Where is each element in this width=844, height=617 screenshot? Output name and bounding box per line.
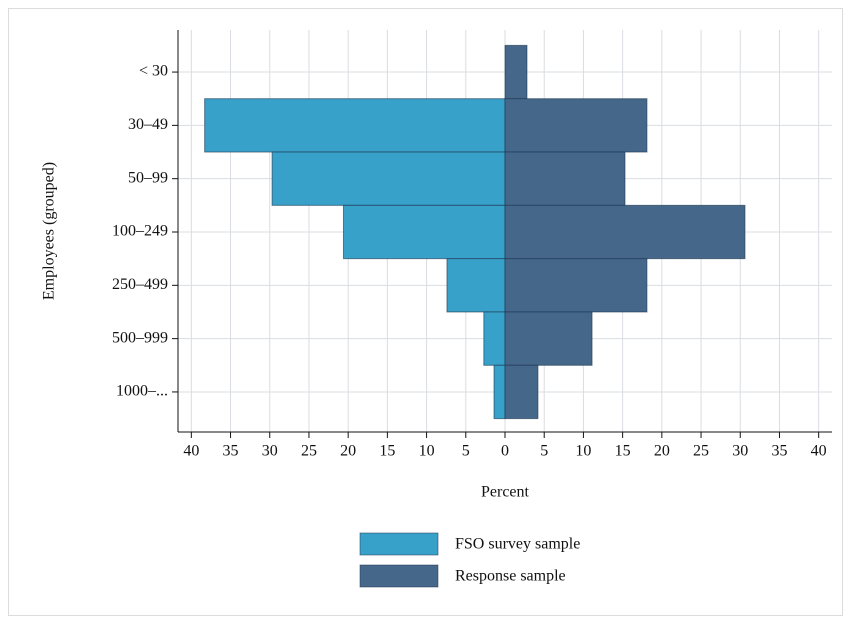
x-tick-label: 10: [575, 443, 591, 460]
bar: [504, 311, 593, 366]
y-axis-label: Employees (grouped): [41, 162, 58, 300]
y-tick-label: < 30: [139, 63, 168, 80]
bar: [504, 204, 746, 260]
y-tick-label: 250–499: [112, 276, 168, 293]
x-tick-label: 20: [654, 443, 670, 460]
bar: [504, 44, 528, 100]
y-tick-label: 100–249: [112, 223, 168, 240]
y-tick-label: 30–49: [128, 116, 168, 133]
x-tick-label: 30: [732, 443, 748, 460]
x-tick-label: 35: [771, 443, 787, 460]
bar: [504, 258, 648, 313]
bar: [504, 364, 539, 420]
x-tick-label: 10: [419, 443, 435, 460]
x-axis-label: Percent: [481, 484, 530, 501]
legend-swatch: [359, 532, 439, 556]
x-tick-label: 20: [340, 443, 356, 460]
bar: [504, 98, 648, 153]
bar: [504, 151, 626, 206]
x-tick-label: 15: [379, 443, 395, 460]
legend-label: Response sample: [455, 568, 566, 585]
bar: [271, 151, 506, 206]
legend-label: FSO survey sample: [455, 536, 580, 553]
x-tick-label: 5: [540, 443, 548, 460]
x-tick-label: 40: [811, 443, 827, 460]
bar: [204, 98, 506, 153]
x-tick-label: 25: [693, 443, 709, 460]
x-tick-label: 15: [615, 443, 631, 460]
bar: [342, 204, 506, 260]
bar: [493, 364, 506, 420]
y-tick-label: 500–999: [112, 329, 168, 346]
y-tick-label: 50–99: [128, 169, 168, 186]
bar: [446, 258, 506, 313]
y-tick-label: 1000–...: [116, 383, 168, 400]
x-tick-label: 25: [301, 443, 317, 460]
bar: [483, 311, 506, 366]
x-tick-label: 30: [262, 443, 278, 460]
x-tick-label: 5: [462, 443, 470, 460]
x-tick-label: 0: [501, 443, 509, 460]
x-tick-label: 35: [223, 443, 239, 460]
x-tick-label: 40: [183, 443, 199, 460]
legend-swatch: [359, 564, 439, 588]
